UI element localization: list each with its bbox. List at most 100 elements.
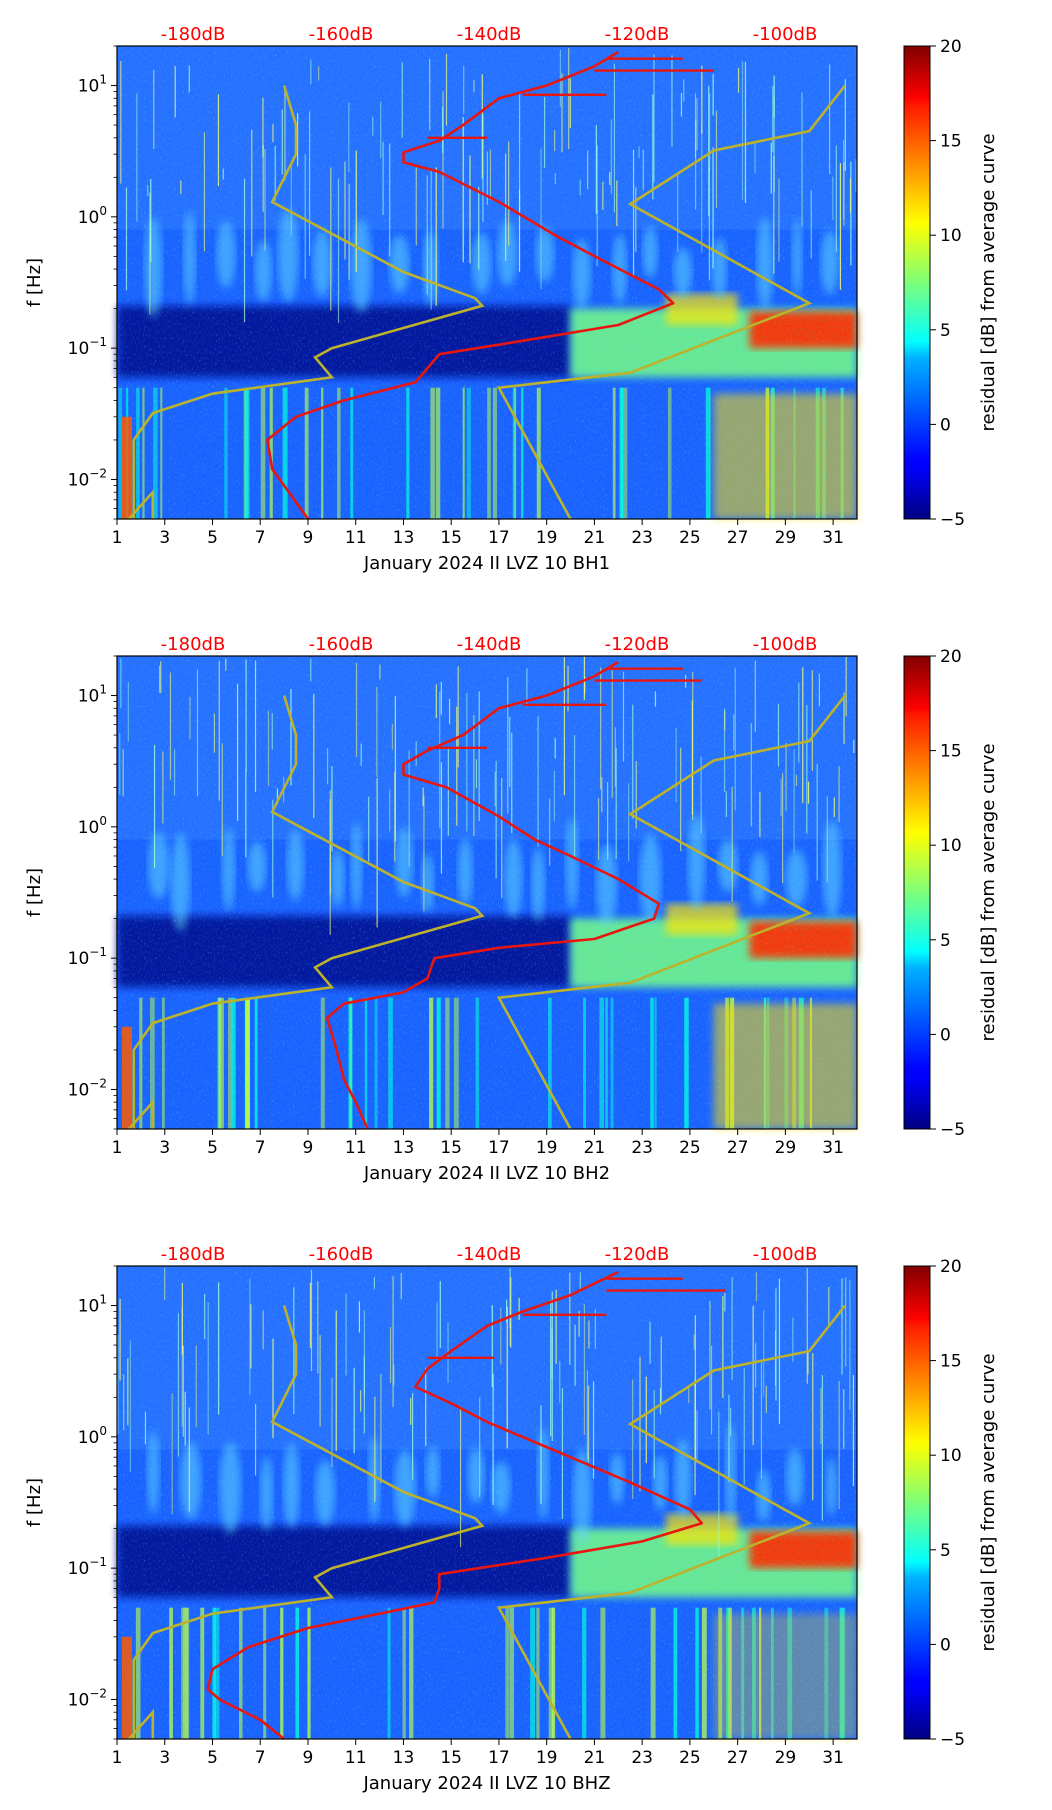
x-tick-label: 27 [727, 528, 749, 548]
colorbar: 20 15 10 5 0 −5 residual [dB] from average cur… [903, 37, 999, 530]
x-tick-label: 25 [679, 1748, 701, 1768]
x-tick-label: 31 [822, 1138, 844, 1158]
high-noise-model-curve [496, 84, 847, 520]
colorbar-label: residual [dB] from average curve [978, 133, 999, 431]
x-tick-label: 1 [112, 1138, 123, 1158]
x-tick-label: 15 [440, 528, 462, 548]
x-tick-label: 21 [584, 1138, 606, 1158]
y-tick-label: 10−2 [68, 1076, 107, 1100]
y-tick-label: 10−2 [68, 1686, 107, 1710]
x-tick-label: 9 [303, 1748, 314, 1768]
colorbar-tick-label: 0 [940, 1635, 951, 1655]
y-axis-label: f [Hz] [24, 258, 45, 307]
spectrogram [117, 656, 857, 1129]
colorbar-tick-label: 5 [940, 931, 951, 951]
top-db-label: -100dB [753, 634, 818, 655]
x-tick-label: 9 [303, 528, 314, 548]
low-noise-model-curve [132, 85, 485, 519]
x-tick-label: 5 [207, 1748, 218, 1768]
x-tick-label: 3 [159, 1748, 170, 1768]
x-tick-label: 21 [584, 1748, 606, 1768]
y-axis-label: f [Hz] [24, 1478, 45, 1527]
average-curve [325, 660, 661, 1130]
x-tick-label: 3 [159, 528, 170, 548]
top-db-label: -120dB [605, 1244, 670, 1265]
colorbar-tick-label: 10 [940, 836, 962, 856]
x-tick-label: 31 [822, 1748, 844, 1768]
x-tick-label: 17 [488, 528, 510, 548]
spectrogram [117, 1266, 857, 1739]
y-tick-label: 101 [78, 73, 107, 97]
x-tick-label: 5 [207, 528, 218, 548]
x-tick-label: 25 [679, 528, 701, 548]
low-noise-model-curve [132, 695, 485, 1129]
x-tick-label: 29 [775, 528, 797, 548]
top-db-label: -160dB [309, 24, 374, 45]
spectrogram-edge [122, 416, 132, 519]
x-tick-label: 17 [488, 1138, 510, 1158]
colorbar-gradient [903, 655, 931, 1130]
x-tick-label: 17 [488, 1748, 510, 1768]
colorbar: 20 15 10 5 0 −5 residual [dB] from average cur… [903, 647, 999, 1140]
top-db-label: -140dB [457, 634, 522, 655]
x-tick-label: 1 [112, 528, 123, 548]
top-db-label: -160dB [309, 1244, 374, 1265]
colorbar-tick-label: −5 [940, 1730, 965, 1750]
x-tick-label: 13 [393, 1748, 415, 1768]
colorbar-tick-label: 15 [940, 742, 962, 762]
x-tick-label: 11 [345, 1138, 367, 1158]
x-tick-label: 7 [255, 528, 266, 548]
spectrogram-edge [122, 1636, 132, 1739]
x-axis-label: January 2024 II LVZ 10 BH2 [363, 1163, 610, 1184]
x-axis-label: January 2024 II LVZ 10 BH1 [363, 553, 610, 574]
top-db-label: -120dB [605, 634, 670, 655]
colorbar-tick-label: −5 [940, 1120, 965, 1140]
x-tick-label: 31 [822, 528, 844, 548]
x-axis-label: January 2024 II LVZ 10 BHZ [362, 1773, 610, 1794]
top-db-label: -180dB [161, 24, 226, 45]
x-tick-label: 15 [440, 1138, 462, 1158]
x-tick-label: 29 [775, 1138, 797, 1158]
x-tick-label: 27 [727, 1748, 749, 1768]
x-tick-label: 23 [631, 1138, 653, 1158]
high-noise-model-curve [496, 1304, 847, 1740]
colorbar-tick-label: 5 [940, 321, 951, 341]
low-noise-model-curve [132, 1305, 485, 1739]
colorbar-tick-label: 15 [940, 1352, 962, 1372]
top-db-label: -180dB [161, 1244, 226, 1265]
x-tick-label: 11 [345, 1748, 367, 1768]
colorbar-tick-label: 0 [940, 1025, 951, 1045]
x-tick-label: 27 [727, 1138, 749, 1158]
axes-frame [116, 45, 858, 520]
spectrogram [117, 46, 857, 519]
colorbar-tick-label: 15 [940, 132, 962, 152]
colorbar-tick-label: 10 [940, 226, 962, 246]
top-db-label: -140dB [457, 24, 522, 45]
y-tick-label: 10−2 [68, 466, 107, 490]
colorbar-tick-label: 20 [940, 37, 962, 57]
colorbar-label: residual [dB] from average curve [978, 1353, 999, 1651]
high-noise-model-lp-curve [127, 1098, 155, 1130]
colorbar-tick-label: −5 [940, 510, 965, 530]
high-noise-model-lp-curve [127, 488, 155, 520]
high-noise-model-lp-curve [127, 1708, 155, 1740]
high-noise-model-curve [496, 694, 847, 1130]
x-tick-label: 9 [303, 1138, 314, 1158]
x-tick-label: 29 [775, 1748, 797, 1768]
y-tick-label: 100 [78, 1424, 107, 1448]
spectrogram-noise [117, 46, 857, 519]
spectrogram-noise [117, 656, 857, 1129]
y-tick-label: 100 [78, 814, 107, 838]
x-tick-label: 25 [679, 1138, 701, 1158]
x-tick-label: 13 [393, 528, 415, 548]
x-tick-label: 19 [536, 1138, 558, 1158]
y-tick-label: 10−1 [68, 945, 107, 969]
y-tick-label: 10−1 [68, 1555, 107, 1579]
x-tick-label: 23 [631, 1748, 653, 1768]
x-tick-label: 21 [584, 528, 606, 548]
colorbar-tick-label: 10 [940, 1446, 962, 1466]
x-tick-label: 19 [536, 528, 558, 548]
